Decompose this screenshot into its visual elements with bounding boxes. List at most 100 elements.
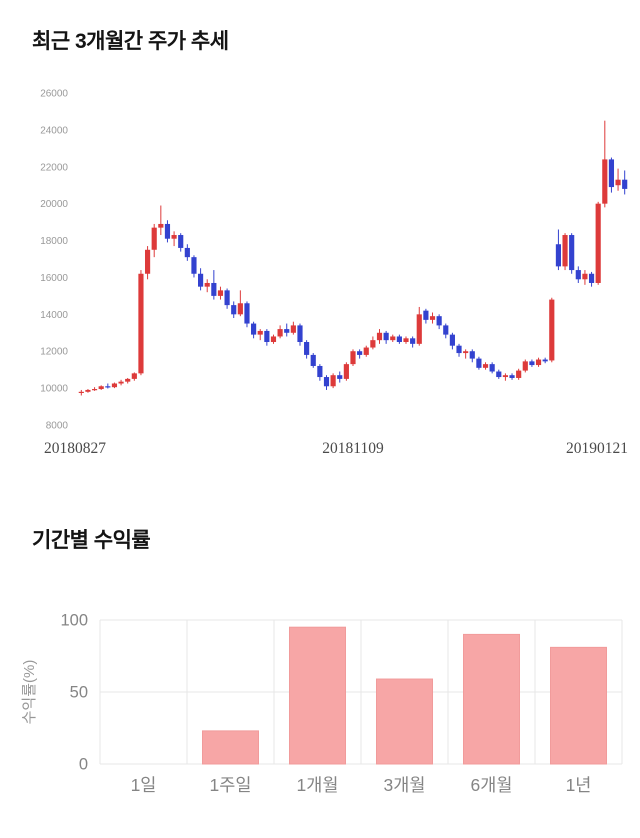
y-axis-tick-label: 12000	[40, 347, 68, 358]
candle-body	[582, 273, 588, 280]
candle-body	[184, 247, 190, 258]
x-axis-category-label: 1주일	[210, 775, 252, 795]
candle-body	[423, 310, 429, 320]
y-axis-tick-label: 10000	[40, 384, 68, 395]
y-axis-tick-label: 22000	[40, 162, 68, 173]
candle-body	[310, 354, 316, 366]
candle-body	[489, 364, 495, 372]
x-axis-category-label: 1년	[566, 775, 592, 795]
candle-body	[264, 330, 270, 342]
candle-body	[257, 330, 263, 335]
y-axis-tick-label: 50	[70, 684, 88, 702]
candle-body	[549, 299, 555, 361]
candle-body	[463, 351, 469, 354]
candle-body	[343, 364, 349, 379]
price-trend-section: 최근 3개월간 주가 추세 8000 10000 12000 14000 16000 18…	[0, 28, 640, 463]
candle-body	[105, 386, 111, 388]
y-axis-tick-label: 0	[79, 756, 88, 774]
candle-body	[350, 351, 356, 365]
candle-body	[164, 223, 171, 239]
x-axis-category-label: 6개월	[471, 775, 513, 795]
candle-body	[330, 375, 336, 387]
candle-body	[410, 338, 416, 344]
x-axis-date-label: 20181109	[322, 440, 384, 457]
candle-body	[496, 371, 502, 378]
candle-body	[562, 235, 568, 267]
y-axis-tick-label: 8000	[46, 421, 69, 432]
candle-body	[323, 377, 330, 387]
candle-body	[390, 336, 396, 341]
candle-body	[602, 159, 608, 204]
candle-body	[476, 358, 482, 368]
return-bar	[289, 626, 346, 765]
candle-body	[91, 389, 98, 391]
candle-body	[622, 179, 628, 189]
candle-body	[509, 375, 515, 378]
x-axis-category-label: 1일	[131, 775, 157, 795]
candle-body	[522, 361, 528, 371]
candle-body	[449, 334, 455, 346]
candle-body	[217, 290, 224, 296]
x-axis-date-label: 20180827	[44, 440, 106, 457]
candle-body	[569, 235, 575, 271]
returns-chart-title: 기간별 수익률	[32, 529, 151, 552]
candle-body	[383, 332, 389, 341]
candle-body	[317, 365, 323, 378]
candle-body	[456, 345, 462, 354]
candle-body	[469, 351, 475, 359]
candle-body	[555, 244, 562, 267]
candle-body	[396, 336, 402, 342]
y-axis-tick-label: 100	[60, 612, 88, 630]
candle-body	[290, 325, 296, 333]
y-axis-title: 수익률(%)	[21, 660, 38, 725]
candle-body	[363, 347, 369, 355]
candle-body	[237, 303, 243, 315]
candle-body	[615, 179, 621, 186]
returns-bar-chart: 0 50 100 1일 1주일 1개월 3개월 6개월 1년 수익률(%)	[21, 612, 623, 795]
candle-body	[595, 203, 601, 283]
price-candlestick-chart: 8000 10000 12000 14000 16000 18000 20000 22000 2…	[40, 89, 628, 458]
candle-body	[370, 340, 376, 348]
return-bar	[550, 646, 607, 765]
candle-body	[244, 303, 250, 324]
candle-body	[171, 235, 177, 239]
y-axis-tick-label: 26000	[40, 89, 68, 100]
candle-body	[429, 316, 436, 320]
candle-body	[224, 290, 230, 306]
candle-body	[337, 375, 343, 379]
candle-body	[588, 273, 595, 283]
candle-body	[98, 386, 104, 390]
candle-body	[151, 227, 157, 250]
price-chart-title: 최근 3개월간 주가 추세	[32, 30, 229, 53]
return-bar	[463, 633, 520, 765]
y-axis-tick-label: 20000	[40, 199, 68, 210]
candle-body	[125, 378, 131, 382]
candle-body	[198, 273, 204, 287]
candle-body	[191, 257, 197, 274]
candle-body	[270, 336, 277, 342]
candle-body	[529, 361, 535, 366]
y-axis-tick-label: 18000	[40, 236, 68, 247]
candle-body	[85, 389, 91, 392]
candle-body	[138, 273, 144, 374]
candle-body	[443, 325, 449, 335]
candle-body	[144, 249, 151, 274]
candle-body	[284, 329, 290, 333]
candle-body	[535, 359, 542, 366]
period-returns-section: 기간별 수익률 0 50 100 1일 1주일 1개월 3개월 6개월 1년 수익률(%)	[0, 527, 640, 817]
x-axis-date-label: 20190121	[566, 440, 628, 457]
candle-body	[78, 391, 84, 393]
candle-body	[211, 282, 217, 296]
candle-body	[111, 383, 118, 388]
candle-body	[403, 338, 409, 342]
y-axis-tick-label: 14000	[40, 310, 68, 321]
candle-body	[297, 325, 303, 342]
candle-body	[608, 159, 615, 188]
y-axis-tick-label: 24000	[40, 125, 68, 136]
candle-body	[376, 332, 383, 341]
stock-summary-page: 최근 3개월간 주가 추세 8000 10000 12000 14000 16000 18…	[0, 28, 640, 817]
candle-body	[231, 305, 237, 315]
candle-body	[251, 323, 257, 335]
candle-body	[277, 329, 283, 337]
candle-body	[436, 316, 442, 326]
